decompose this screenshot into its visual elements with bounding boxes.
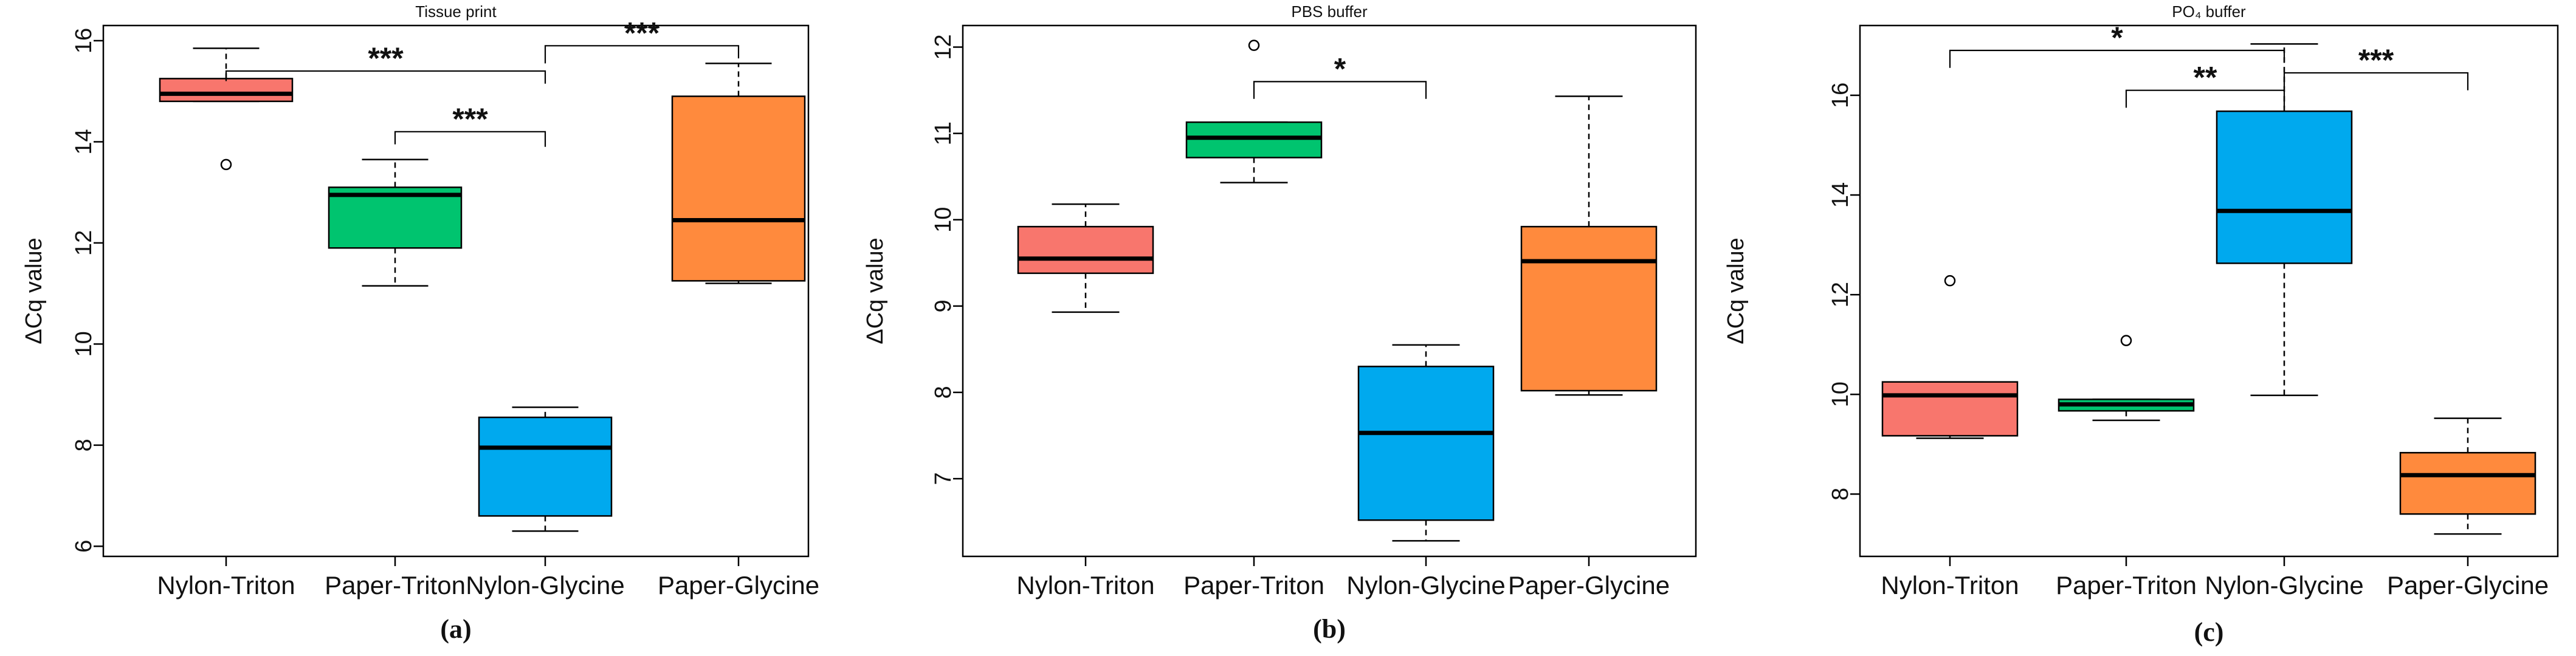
panel-2: PBS buffer 7 8 9 10 11 12 ΔCq value Nylon-Triton…: [863, 2, 1697, 644]
y-tick-label: 6: [71, 540, 97, 553]
box-iqr: [2399, 452, 2536, 515]
y-tick-label: 12: [931, 34, 956, 60]
significance-bracket: [394, 131, 546, 147]
panel-title: Tissue print: [415, 2, 497, 21]
significance-label: **: [2194, 61, 2217, 95]
panel-3: PO₄ buffer 8 10 12 14 16 ΔCq value Nylon-Triton…: [1723, 2, 2559, 647]
box-iqr: [1357, 366, 1495, 521]
y-tick-label: 14: [71, 129, 97, 154]
x-tick-label: Nylon-Triton: [1016, 571, 1154, 600]
outlier-point: [1248, 39, 1260, 51]
box-iqr: [328, 186, 463, 249]
y-tick-label: 10: [931, 207, 956, 233]
panel-title: PBS buffer: [1291, 2, 1368, 21]
box-nylon-triton: [1881, 275, 2019, 439]
panel-title: PO₄ buffer: [2172, 2, 2246, 21]
x-tick-label: Paper-Glycine: [658, 571, 819, 600]
significance-label: *: [1334, 52, 1346, 86]
x-tick-label: Paper-Glycine: [2387, 571, 2549, 600]
plot-frame: [1859, 24, 2559, 558]
plot-frame: [102, 24, 810, 558]
box-iqr: [1185, 121, 1323, 159]
panel-1: Tissue print 6 8 10 12 14 16 ΔCq value Nylon-Tri…: [21, 2, 819, 644]
significance-label: ***: [2358, 43, 2394, 77]
box-iqr: [1520, 225, 1658, 392]
y-tick-label: 8: [1828, 488, 1853, 501]
box-iqr: [478, 416, 613, 517]
x-tick-label: Nylon-Glycine: [2205, 571, 2363, 600]
significance-label: *: [2111, 21, 2123, 55]
y-tick-label: 16: [71, 28, 97, 53]
box-paper-glycine: [1520, 95, 1658, 396]
box-paper-glycine: [2399, 417, 2536, 535]
y-tick-label: 9: [931, 299, 956, 312]
y-tick-label: 12: [1828, 282, 1853, 307]
panel-letter: (c): [2194, 617, 2224, 647]
box-nylon-glycine: [1357, 344, 1495, 542]
y-axis-label: ΔCq value: [1723, 237, 1749, 344]
significance-bracket: [544, 45, 740, 64]
box-nylon-glycine: [2216, 43, 2353, 397]
y-axis-label: ΔCq value: [863, 237, 888, 344]
box-iqr: [1017, 225, 1154, 275]
box-iqr: [671, 95, 806, 282]
significance-bracket: [2283, 72, 2469, 91]
box-iqr: [1881, 381, 2019, 437]
box-iqr: [159, 78, 294, 103]
x-tick-label: Nylon-Triton: [1881, 571, 2019, 600]
significance-bracket: [1253, 81, 1427, 99]
x-tick-label: Paper-Triton: [1183, 571, 1324, 600]
outlier-point: [1944, 275, 1956, 287]
significance-label: ***: [368, 41, 404, 75]
y-tick-label: 8: [71, 439, 97, 451]
box-nylon-triton: [1017, 203, 1154, 313]
y-tick-label: 10: [1828, 381, 1853, 407]
panel-letter: (a): [440, 614, 471, 644]
x-tick-label: Paper-Triton: [325, 571, 466, 600]
y-tick-label: 7: [931, 473, 956, 485]
y-tick-label: 16: [1828, 83, 1853, 108]
significance-bracket: [225, 70, 546, 84]
box-paper-triton: [1185, 39, 1323, 183]
plot-frame: [962, 24, 1697, 558]
x-tick-label: Nylon-Glycine: [1346, 571, 1505, 600]
x-tick-label: Paper-Glycine: [1508, 571, 1670, 600]
y-tick-label: 14: [1828, 182, 1853, 208]
box-paper-triton: [2058, 335, 2195, 422]
significance-label: ***: [624, 16, 660, 50]
significance-bracket: [2125, 89, 2285, 108]
y-axis-label: ΔCq value: [21, 237, 47, 344]
box-paper-triton: [328, 159, 463, 287]
box-iqr: [2216, 110, 2353, 264]
y-tick-label: 8: [931, 386, 956, 398]
x-tick-label: Paper-Triton: [2056, 571, 2197, 600]
box-nylon-triton: [159, 47, 294, 171]
x-tick-label: Nylon-Glycine: [466, 571, 624, 600]
panel-letter: (b): [1313, 614, 1346, 644]
significance-bracket: [1949, 49, 2285, 68]
y-tick-label: 10: [71, 331, 97, 357]
outlier-point: [220, 159, 232, 171]
box-paper-glycine: [671, 63, 806, 284]
outlier-point: [2120, 335, 2132, 346]
box-nylon-glycine: [478, 406, 613, 532]
significance-label: ***: [452, 102, 488, 136]
y-tick-label: 11: [931, 121, 956, 145]
y-tick-label: 12: [71, 230, 97, 256]
x-tick-label: Nylon-Triton: [157, 571, 295, 600]
